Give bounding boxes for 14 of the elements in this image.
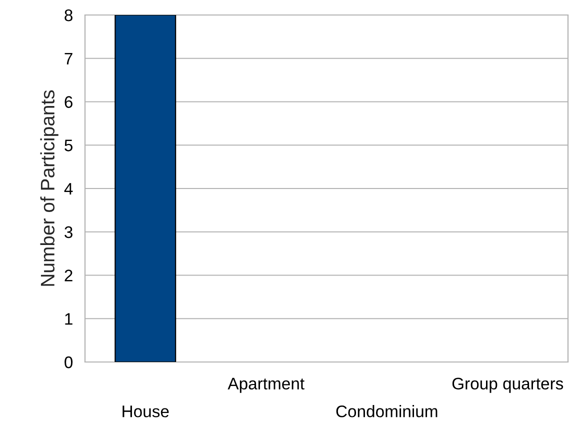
y-tick-label: 7 xyxy=(64,52,72,64)
y-tick-label: 2 xyxy=(64,270,72,282)
x-tick-label: Group quarters xyxy=(452,378,564,393)
y-tick-label: 1 xyxy=(65,313,72,325)
x-tick-label: Condominium xyxy=(336,405,438,418)
y-tick-label: 6 xyxy=(64,96,72,108)
y-tick-label: 8 xyxy=(64,9,72,22)
x-tick-label: Apartment xyxy=(228,378,304,393)
y-axis-title: Number of Participants xyxy=(40,90,58,286)
y-tick-label: 3 xyxy=(64,226,72,238)
y-tick-label: 0 xyxy=(64,356,73,368)
y-tick-label: 5 xyxy=(64,140,72,152)
y-tick-label: 4 xyxy=(64,183,73,195)
x-tick-label: House xyxy=(122,406,169,418)
